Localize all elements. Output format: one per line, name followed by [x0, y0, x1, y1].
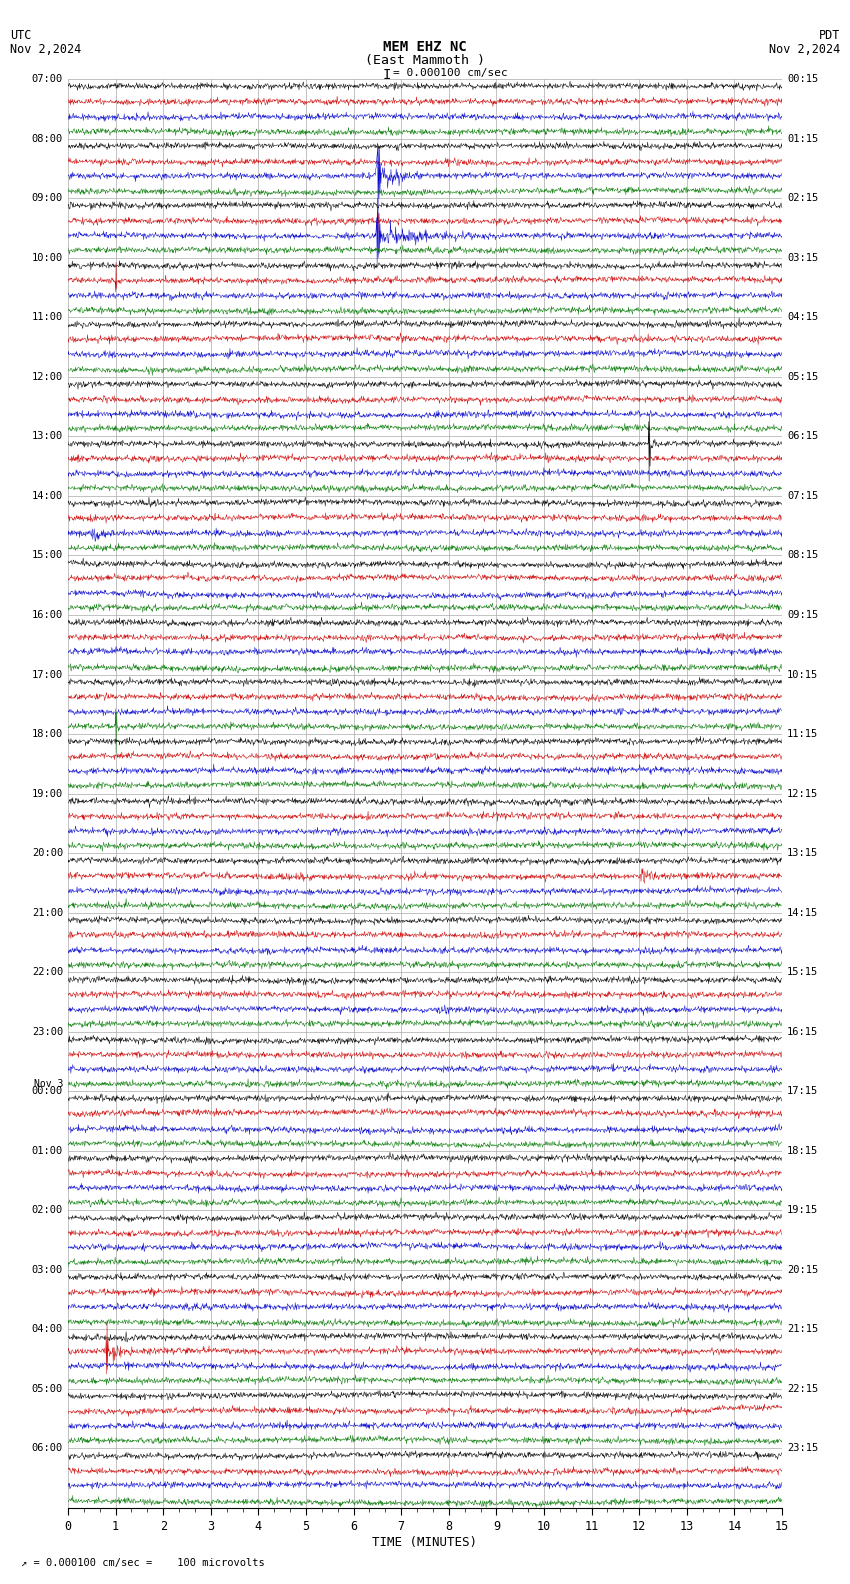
- Text: 22:00: 22:00: [31, 968, 63, 977]
- Text: 09:15: 09:15: [787, 610, 819, 619]
- Text: Nov 2,2024: Nov 2,2024: [768, 43, 840, 55]
- Text: 20:00: 20:00: [31, 847, 63, 859]
- Text: Nov 2,2024: Nov 2,2024: [10, 43, 82, 55]
- Text: 06:00: 06:00: [31, 1443, 63, 1454]
- Text: 03:00: 03:00: [31, 1266, 63, 1275]
- Text: 10:00: 10:00: [31, 253, 63, 263]
- Text: UTC: UTC: [10, 29, 31, 41]
- Text: 17:15: 17:15: [787, 1087, 819, 1096]
- Text: 12:00: 12:00: [31, 372, 63, 382]
- Text: 15:00: 15:00: [31, 551, 63, 561]
- Text: I: I: [382, 68, 391, 82]
- Text: 13:00: 13:00: [31, 431, 63, 442]
- Text: 11:00: 11:00: [31, 312, 63, 322]
- Text: 09:00: 09:00: [31, 193, 63, 203]
- Text: 05:15: 05:15: [787, 372, 819, 382]
- Text: 02:00: 02:00: [31, 1205, 63, 1215]
- Text: 15:15: 15:15: [787, 968, 819, 977]
- Text: 19:15: 19:15: [787, 1205, 819, 1215]
- Text: 04:00: 04:00: [31, 1324, 63, 1334]
- Text: 21:15: 21:15: [787, 1324, 819, 1334]
- Text: 18:00: 18:00: [31, 729, 63, 740]
- Text: 23:15: 23:15: [787, 1443, 819, 1454]
- Text: MEM EHZ NC: MEM EHZ NC: [383, 40, 467, 54]
- Text: 16:15: 16:15: [787, 1026, 819, 1036]
- Text: 13:15: 13:15: [787, 847, 819, 859]
- Text: 16:00: 16:00: [31, 610, 63, 619]
- Text: 06:15: 06:15: [787, 431, 819, 442]
- Text: 07:00: 07:00: [31, 74, 63, 84]
- Text: 17:00: 17:00: [31, 670, 63, 680]
- Text: 00:00: 00:00: [31, 1087, 63, 1096]
- Text: 22:15: 22:15: [787, 1384, 819, 1394]
- Text: 21:00: 21:00: [31, 908, 63, 917]
- Text: 19:00: 19:00: [31, 789, 63, 798]
- X-axis label: TIME (MINUTES): TIME (MINUTES): [372, 1535, 478, 1549]
- Text: ↗ = 0.000100 cm/sec =    100 microvolts: ↗ = 0.000100 cm/sec = 100 microvolts: [21, 1559, 265, 1568]
- Text: 23:00: 23:00: [31, 1026, 63, 1036]
- Text: 14:00: 14:00: [31, 491, 63, 501]
- Text: 02:15: 02:15: [787, 193, 819, 203]
- Text: 12:15: 12:15: [787, 789, 819, 798]
- Text: = 0.000100 cm/sec: = 0.000100 cm/sec: [393, 68, 507, 78]
- Text: 08:15: 08:15: [787, 551, 819, 561]
- Text: PDT: PDT: [819, 29, 840, 41]
- Text: 03:15: 03:15: [787, 253, 819, 263]
- Text: 04:15: 04:15: [787, 312, 819, 322]
- Text: Nov 3: Nov 3: [34, 1079, 63, 1090]
- Text: 08:00: 08:00: [31, 133, 63, 144]
- Text: (East Mammoth ): (East Mammoth ): [365, 54, 485, 67]
- Text: 10:15: 10:15: [787, 670, 819, 680]
- Text: 11:15: 11:15: [787, 729, 819, 740]
- Text: 20:15: 20:15: [787, 1266, 819, 1275]
- Text: 00:15: 00:15: [787, 74, 819, 84]
- Text: 01:00: 01:00: [31, 1145, 63, 1156]
- Text: 07:15: 07:15: [787, 491, 819, 501]
- Text: 14:15: 14:15: [787, 908, 819, 917]
- Text: 01:15: 01:15: [787, 133, 819, 144]
- Text: 18:15: 18:15: [787, 1145, 819, 1156]
- Text: 05:00: 05:00: [31, 1384, 63, 1394]
